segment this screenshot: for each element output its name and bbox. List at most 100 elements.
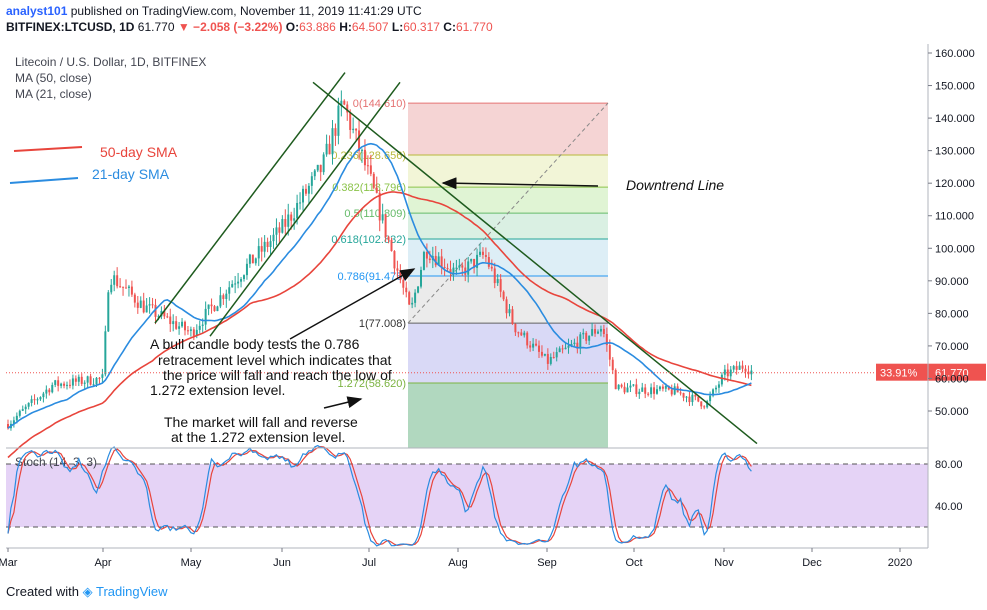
candle-body — [199, 326, 201, 330]
candle-body — [28, 403, 30, 407]
candle-body — [337, 106, 339, 136]
fib-zone — [408, 323, 608, 383]
candle-body — [116, 275, 118, 286]
candle-body — [674, 386, 676, 394]
stoch-pane: 80.0040.00Stoch (14, 3, 3) — [6, 446, 963, 546]
fib-retracement[interactable]: 0(144.610) 0.236(128.656) 0.382(118.796) 0.… — [331, 98, 608, 448]
candle-body — [429, 259, 431, 261]
candle-body — [532, 344, 534, 348]
candle-body — [202, 325, 204, 326]
candle-body — [75, 378, 77, 381]
candle-body — [119, 286, 121, 287]
candle-body — [96, 378, 98, 384]
candle-body — [585, 333, 587, 341]
candle-body — [190, 329, 192, 331]
candle-body — [665, 386, 667, 389]
fib-zone — [408, 155, 608, 187]
candle-body — [34, 399, 36, 400]
candle-body — [305, 189, 307, 194]
candle-body — [240, 279, 242, 282]
candle-body — [131, 287, 133, 295]
tradingview-brand[interactable]: TradingView — [96, 584, 168, 599]
candle-body — [497, 279, 499, 283]
candle-body — [308, 186, 310, 194]
fib-zone — [408, 187, 608, 213]
candle-body — [228, 287, 230, 293]
created-with-text: Created with — [6, 584, 79, 599]
fib-zone — [408, 213, 608, 239]
candle-body — [520, 332, 522, 335]
note1-line2: retracement level which indicates that — [158, 352, 392, 368]
time-tick-label: May — [181, 557, 202, 569]
candle-body — [402, 280, 404, 288]
candle-body — [373, 174, 375, 188]
candle-body — [31, 399, 33, 403]
candle-body — [635, 384, 637, 394]
candle-body — [323, 154, 325, 172]
candle-body — [51, 385, 53, 392]
candle-body — [703, 406, 705, 407]
candle-body — [270, 241, 272, 247]
candle-body — [485, 255, 487, 257]
price-tick-label: 60.000 — [935, 373, 969, 385]
candle-body — [334, 128, 336, 136]
candle-body — [491, 267, 493, 269]
candle-body — [125, 288, 127, 289]
candle-body — [54, 380, 56, 385]
candle-body — [423, 252, 425, 270]
candle-body — [709, 396, 711, 401]
candle-body — [261, 246, 263, 252]
candle-body — [264, 242, 266, 252]
candle-body — [538, 346, 540, 352]
candle-body — [529, 345, 531, 347]
candle-body — [81, 377, 83, 384]
candle-body — [175, 321, 177, 329]
legend-title: Litecoin / U.S. Dollar, 1D, BITFINEX — [15, 55, 206, 69]
candle-body — [733, 366, 735, 369]
candle-body — [299, 202, 301, 203]
tradingview-logo-icon: ◈ — [83, 584, 93, 599]
time-tick-label: Jul — [362, 557, 376, 569]
extension-arrow — [324, 399, 361, 408]
candle-body — [284, 219, 286, 227]
time-tick-label: Aug — [448, 557, 468, 569]
candle-body — [63, 384, 65, 386]
candle-body — [267, 242, 269, 247]
candle-body — [273, 235, 275, 241]
candle-body — [19, 411, 21, 416]
candle-body — [37, 399, 39, 400]
candle-body — [550, 357, 552, 364]
candle-body — [69, 385, 71, 386]
candle-body — [361, 150, 363, 151]
candle-body — [166, 316, 168, 317]
candle-body — [447, 268, 449, 269]
candle-body — [641, 387, 643, 391]
candle-body — [42, 394, 44, 398]
channel-upper-line — [155, 73, 345, 324]
candle-body — [370, 165, 372, 173]
candle-body — [632, 384, 634, 385]
candle-body — [683, 393, 685, 398]
candle-body — [311, 176, 313, 186]
fib-zone — [408, 276, 608, 323]
candle-body — [388, 237, 390, 240]
candle-body — [104, 331, 106, 374]
candle-body — [93, 384, 95, 385]
fib-zone — [408, 103, 608, 155]
time-tick-label: Oct — [625, 557, 642, 569]
candle-body — [231, 284, 233, 287]
candle-body — [243, 275, 245, 279]
candle-body — [84, 383, 86, 384]
candle-body — [255, 258, 257, 263]
candle-body — [624, 387, 626, 393]
candle-body — [715, 388, 717, 390]
candle-body — [326, 144, 328, 155]
candle-body — [541, 352, 543, 356]
candle-body — [60, 384, 62, 386]
sma21-legend-line — [10, 178, 78, 183]
candle-body — [332, 128, 334, 154]
time-tick-label: 2020 — [888, 557, 912, 569]
last-price-pct: 33.91% — [880, 368, 918, 380]
candle-body — [237, 282, 239, 284]
